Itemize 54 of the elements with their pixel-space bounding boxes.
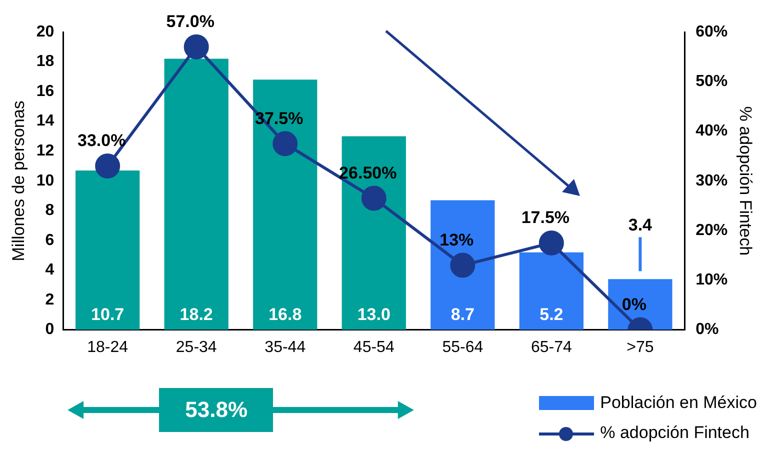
point <box>538 230 564 256</box>
y2-tick-label: 40% <box>696 122 728 140</box>
bar <box>76 170 140 330</box>
data-label: 13% <box>440 230 474 250</box>
y-tick-label: 4 <box>45 262 54 279</box>
data-label: 13.0 <box>357 304 390 324</box>
y-tick-label: 16 <box>36 82 54 100</box>
data-label: 17.5% <box>521 208 570 228</box>
data-label: 57.0% <box>166 12 214 32</box>
data-label: 3.4 <box>628 215 653 234</box>
x-tick-label: 55-64 <box>442 338 484 356</box>
y-tick-label: 20 <box>36 23 54 40</box>
y2-tick-label: 60% <box>696 23 728 40</box>
y-tick-label: 6 <box>45 232 54 249</box>
x-tick-label: 65-74 <box>530 338 572 356</box>
x-tick-label: >75 <box>626 338 654 356</box>
data-label: 5.2 <box>540 304 564 324</box>
bar <box>164 58 228 330</box>
bar <box>342 136 406 330</box>
x-tick-label: 35-44 <box>264 338 306 356</box>
y2-axis-title: % adopción Fintech <box>736 106 756 256</box>
legend-label: % adopción Fintech <box>600 423 750 443</box>
data-label: 16.8 <box>268 304 302 324</box>
point <box>361 186 386 211</box>
data-label: 8.7 <box>450 304 474 324</box>
y-tick-label: 2 <box>45 291 54 308</box>
point <box>450 252 476 278</box>
y2-tick-label: 50% <box>696 73 728 90</box>
y2-tick-label: 30% <box>696 172 728 190</box>
bar <box>430 200 495 330</box>
x-tick-label: 18-24 <box>87 338 128 356</box>
data-label: 0% <box>622 294 646 314</box>
y-tick-label: 14 <box>36 112 54 130</box>
x-tick-label: 25-34 <box>176 338 217 356</box>
y2-tick-label: 10% <box>696 272 728 289</box>
y2-tick-label: 20% <box>696 222 728 239</box>
data-label: 33.0% <box>77 131 126 150</box>
x-tick-label: 45-54 <box>353 338 394 356</box>
bar <box>253 80 318 330</box>
y-tick-label: 10 <box>36 172 54 190</box>
y-tick-label: 12 <box>36 142 54 160</box>
data-label: 18.2 <box>180 304 213 324</box>
y2-tick-label: 0% <box>696 321 719 338</box>
bar <box>519 252 584 330</box>
point <box>184 34 209 60</box>
text: 53.8% <box>159 388 274 432</box>
data-label: 10.7 <box>91 304 124 324</box>
point <box>95 154 120 179</box>
y-tick-label: 0 <box>45 321 54 338</box>
y-axis-title: Millones de personas <box>8 100 28 262</box>
y-tick-label: 8 <box>45 202 54 220</box>
legend-label: Población en México <box>600 393 757 413</box>
point <box>272 131 298 156</box>
y-tick-label: 18 <box>36 53 54 70</box>
